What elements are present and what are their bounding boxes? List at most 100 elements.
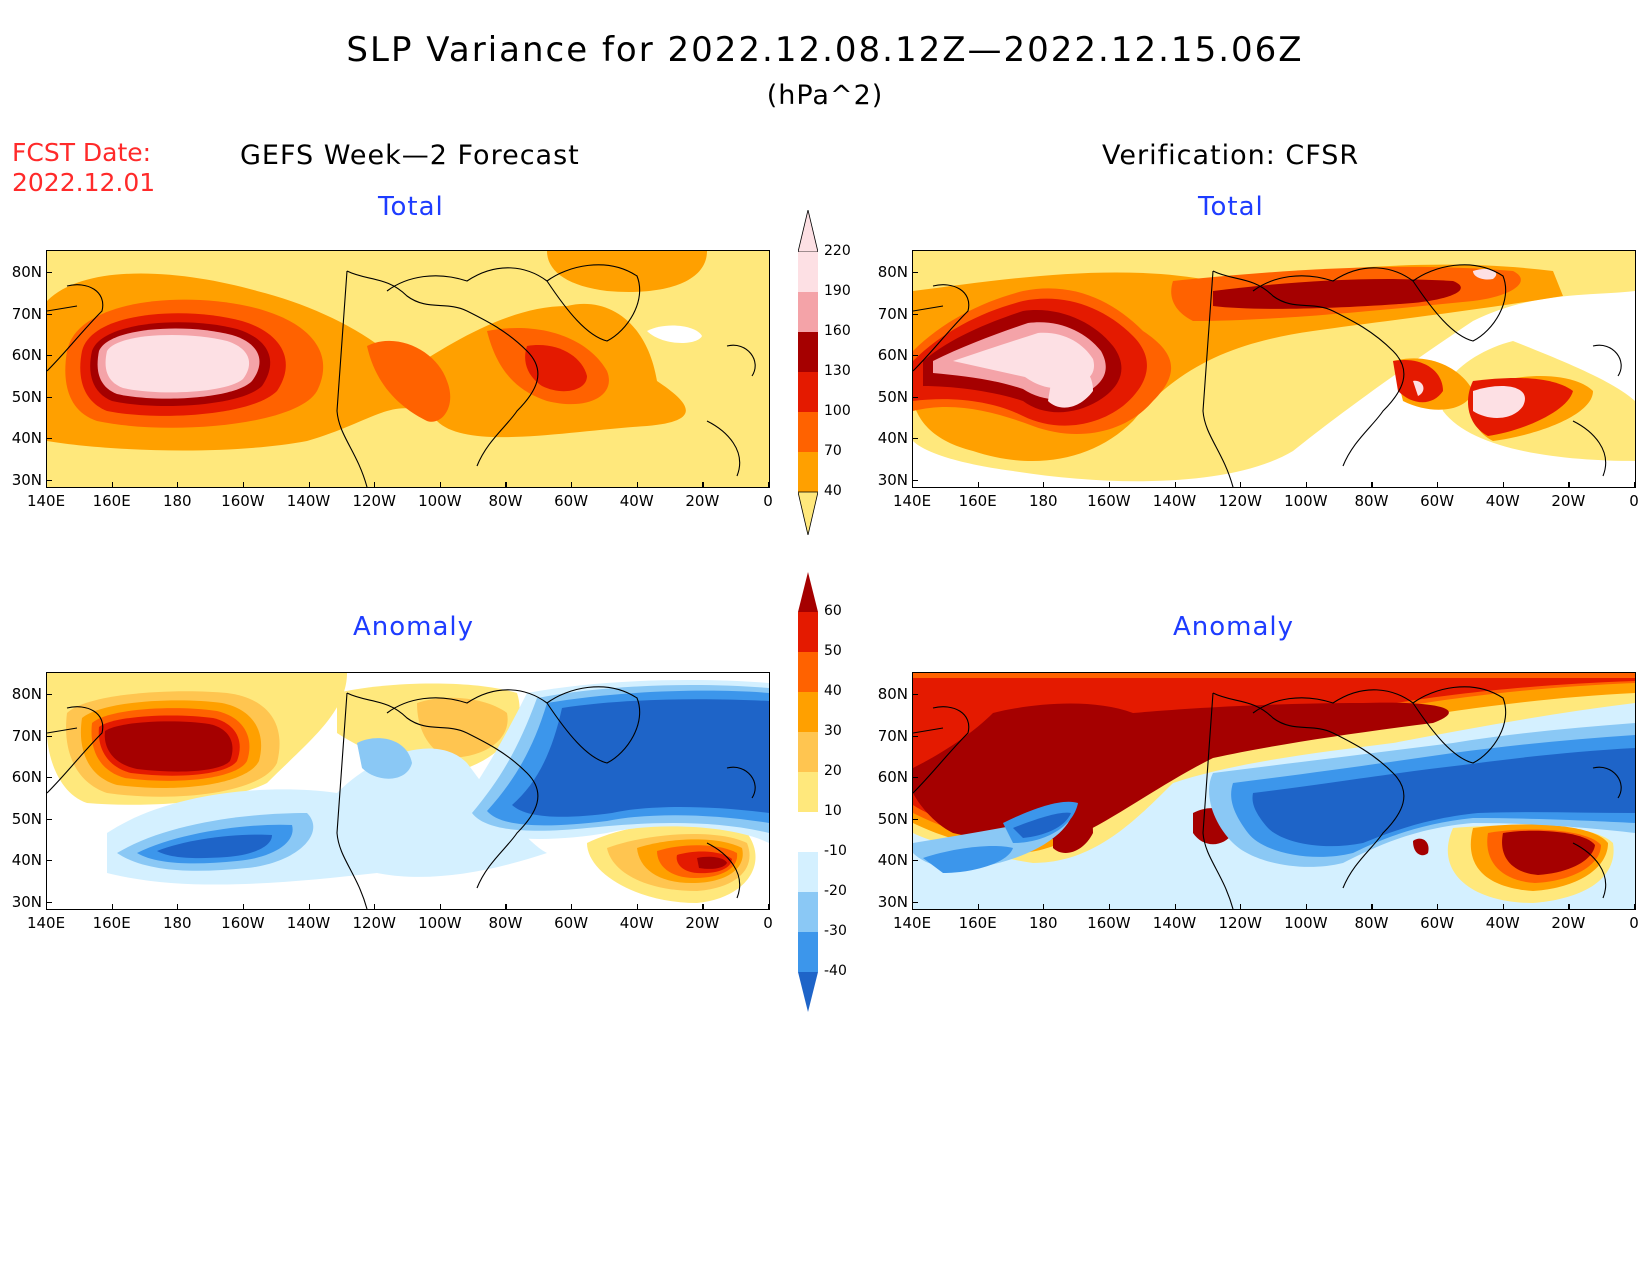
lat-label-forecast-anomaly: 40N: [11, 851, 42, 869]
lon-tick: [242, 904, 245, 910]
lat-tick: [46, 355, 52, 357]
lat-tick: [912, 479, 918, 481]
lon-tick: [177, 904, 179, 910]
colorbar-total-bottom-arrow: [798, 491, 818, 535]
lon-label-verification-anomaly: 20W: [1551, 914, 1586, 932]
lat-tick: [46, 860, 52, 862]
lon-label-verification-total: 40W: [1485, 492, 1520, 510]
map-verification-total: [912, 250, 1636, 488]
lon-label-verification-anomaly: 160W: [1087, 914, 1131, 932]
lat-label-verification-total: 50N: [877, 387, 908, 406]
lon-tick: [374, 482, 376, 488]
lon-label-verification-total: 0: [1629, 492, 1639, 510]
colorbar-anomaly-swatch-minus10: [798, 852, 818, 892]
lon-tick: [1568, 904, 1570, 910]
coastlines: [47, 686, 756, 909]
lon-tick: [111, 482, 113, 488]
lat-tick: [46, 396, 52, 398]
lon-label-verification-anomaly: 180: [1028, 914, 1058, 932]
forecast-date: FCST Date: 2022.12.01: [12, 138, 155, 198]
lon-label-verification-anomaly: 40W: [1485, 914, 1520, 932]
lat-tick: [912, 694, 918, 696]
lat-tick: [46, 777, 52, 779]
lon-label-verification-anomaly: 80W: [1354, 914, 1389, 932]
lon-tick: [1502, 482, 1504, 488]
lon-tick: [439, 482, 441, 488]
lat-label-verification-anomaly: 80N: [877, 685, 908, 703]
lat-tick: [46, 901, 52, 903]
coastlines: [47, 264, 756, 487]
lon-label-forecast-total: 60W: [554, 492, 589, 510]
lon-label-forecast-anomaly: 80W: [488, 914, 523, 932]
lon-label-verification-total: 100W: [1284, 492, 1328, 510]
lat-label-verification-total: 30N: [877, 470, 908, 489]
colorbar-anomaly: [798, 572, 818, 1012]
lon-tick: [702, 904, 704, 910]
colorbar-total-label: 220: [824, 243, 851, 259]
lon-label-verification-total: 160W: [1087, 492, 1131, 510]
lon-label-verification-total: 80W: [1354, 492, 1389, 510]
lon-tick: [1371, 904, 1373, 910]
colorbar-anomaly-swatch-50: [798, 612, 818, 652]
lat-label-verification-anomaly: 60N: [877, 768, 908, 786]
colorbar-anomaly-swatch-minus20: [798, 892, 818, 932]
lon-label-verification-anomaly: 140E: [892, 914, 932, 932]
colorbar-anomaly-swatch-20: [798, 732, 818, 772]
colorbar-anomaly-top-arrow: [798, 572, 818, 612]
lon-label-verification-anomaly: 140W: [1152, 914, 1197, 932]
colorbar-total-top-arrow: [798, 210, 818, 253]
lon-label-forecast-anomaly: 100W: [418, 914, 462, 932]
colorbar-total-swatch-160: [798, 332, 818, 372]
colorbar-total-label: 160: [824, 323, 851, 339]
lon-tick: [1437, 904, 1439, 910]
lon-tick: [505, 482, 507, 488]
lat-tick: [912, 438, 918, 440]
lon-tick: [308, 482, 310, 488]
colorbar-total-label: 40: [824, 483, 842, 499]
lat-label-forecast-total: 80N: [11, 263, 42, 281]
colorbar-total-label: 70: [824, 443, 842, 459]
lat-tick: [912, 396, 918, 398]
lat-label-forecast-total: 40N: [11, 429, 42, 447]
lon-tick: [1240, 482, 1242, 488]
lon-tick: [571, 904, 573, 910]
lon-label-verification-anomaly: 0: [1629, 914, 1639, 932]
lat-tick: [912, 272, 918, 274]
lon-tick: [1634, 904, 1636, 910]
lon-label-verification-total: 20W: [1551, 492, 1586, 510]
colorbar-anomaly-swatch-40: [798, 652, 818, 692]
lat-label-verification-anomaly: 30N: [877, 892, 908, 911]
lon-label-forecast-total: 140E: [26, 492, 66, 510]
colorbar-total-label: 130: [824, 363, 851, 379]
panel-title-anomaly-forecast: Anomaly: [353, 612, 475, 642]
lat-label-forecast-total: 70N: [11, 304, 42, 323]
lat-tick: [46, 479, 52, 481]
colorbar-anomaly-swatch-minus30: [798, 932, 818, 972]
lon-tick: [768, 482, 770, 488]
lat-label-forecast-total: 50N: [11, 387, 42, 406]
lat-label-forecast-anomaly: 80N: [11, 685, 42, 703]
coastlines: [913, 264, 1622, 487]
lon-label-forecast-total: 160E: [92, 492, 131, 510]
colorbar-anomaly-label: -10: [824, 843, 847, 859]
lon-tick: [1174, 904, 1176, 910]
colorbar-anomaly-swatch-30: [798, 692, 818, 732]
panel-title-total-verification: Total: [1198, 192, 1264, 222]
lon-tick: [111, 904, 113, 910]
main-title: SLP Variance for 2022.12.08.12Z—2022.12.…: [346, 30, 1304, 70]
colorbar-anomaly-label: -20: [824, 883, 847, 899]
lon-tick: [1305, 482, 1307, 488]
lon-tick: [912, 904, 914, 910]
lon-tick: [1108, 482, 1111, 488]
lon-label-verification-anomaly: 100W: [1284, 914, 1328, 932]
forecast-date-label: FCST Date:: [12, 138, 152, 167]
lon-tick: [1634, 482, 1636, 488]
lon-label-forecast-anomaly: 160W: [221, 914, 265, 932]
lat-tick: [912, 777, 918, 779]
lon-label-forecast-total: 140W: [286, 492, 331, 510]
lat-label-forecast-anomaly: 60N: [11, 768, 42, 786]
map-forecast-anomaly: [46, 672, 770, 910]
lon-label-forecast-anomaly: 160E: [92, 914, 131, 932]
units-label: (hPa^2): [766, 80, 884, 111]
lon-tick: [242, 482, 245, 488]
